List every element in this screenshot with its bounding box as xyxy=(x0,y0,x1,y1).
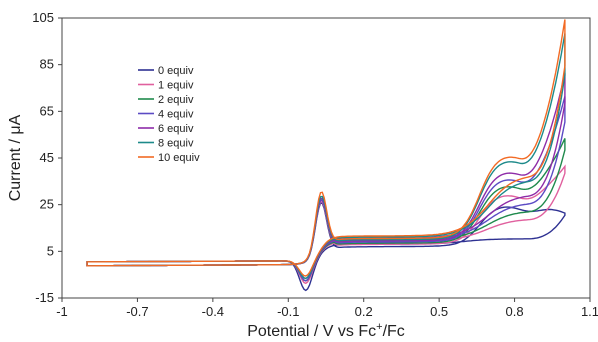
legend-label: 0 equiv xyxy=(158,65,194,77)
x-tick-label: -0.1 xyxy=(277,304,299,319)
x-tick-labels: -1 -0.7 -0.4 -0.1 0.2 0.5 0.8 1.1 xyxy=(56,304,598,319)
x-axis-title: Potential / V vs Fc+/Fc xyxy=(247,321,405,340)
y-tick-label: 85 xyxy=(40,57,54,72)
axes-layer xyxy=(58,17,591,302)
x-tick-label: -1 xyxy=(56,304,68,319)
y-tick-label: 45 xyxy=(40,150,54,165)
y-tick-label: -15 xyxy=(35,290,54,305)
series-layer xyxy=(86,19,566,292)
x-tick-label: 1.1 xyxy=(581,304,598,319)
y-tick-label: 105 xyxy=(32,10,54,25)
y-tick-label: 5 xyxy=(47,243,54,258)
x-tick-label: 0.2 xyxy=(355,304,373,319)
x-tick-label: -0.7 xyxy=(126,304,148,319)
x-tick-label: 0.5 xyxy=(430,304,448,319)
legend: 0 equiv 1 equiv 2 equiv 4 equiv 6 equiv 8 equ… xyxy=(138,65,200,164)
plot-frame xyxy=(61,17,591,299)
series-line-10-equiv xyxy=(86,19,566,277)
y-tick-labels: -15 5 25 45 65 85 105 xyxy=(32,10,54,305)
legend-label: 10 equiv xyxy=(158,152,200,164)
legend-label: 6 equiv xyxy=(158,123,194,135)
y-tick-label: 65 xyxy=(40,103,54,118)
legend-label: 8 equiv xyxy=(158,138,194,150)
y-axis-title: Current / μA xyxy=(7,114,24,201)
legend-label: 1 equiv xyxy=(158,80,194,92)
x-tick-label: 0.8 xyxy=(506,304,524,319)
legend-label: 2 equiv xyxy=(158,94,194,106)
x-tick-label: -0.4 xyxy=(202,304,224,319)
legend-label: 4 equiv xyxy=(158,109,194,121)
y-tick-label: 25 xyxy=(40,197,54,212)
